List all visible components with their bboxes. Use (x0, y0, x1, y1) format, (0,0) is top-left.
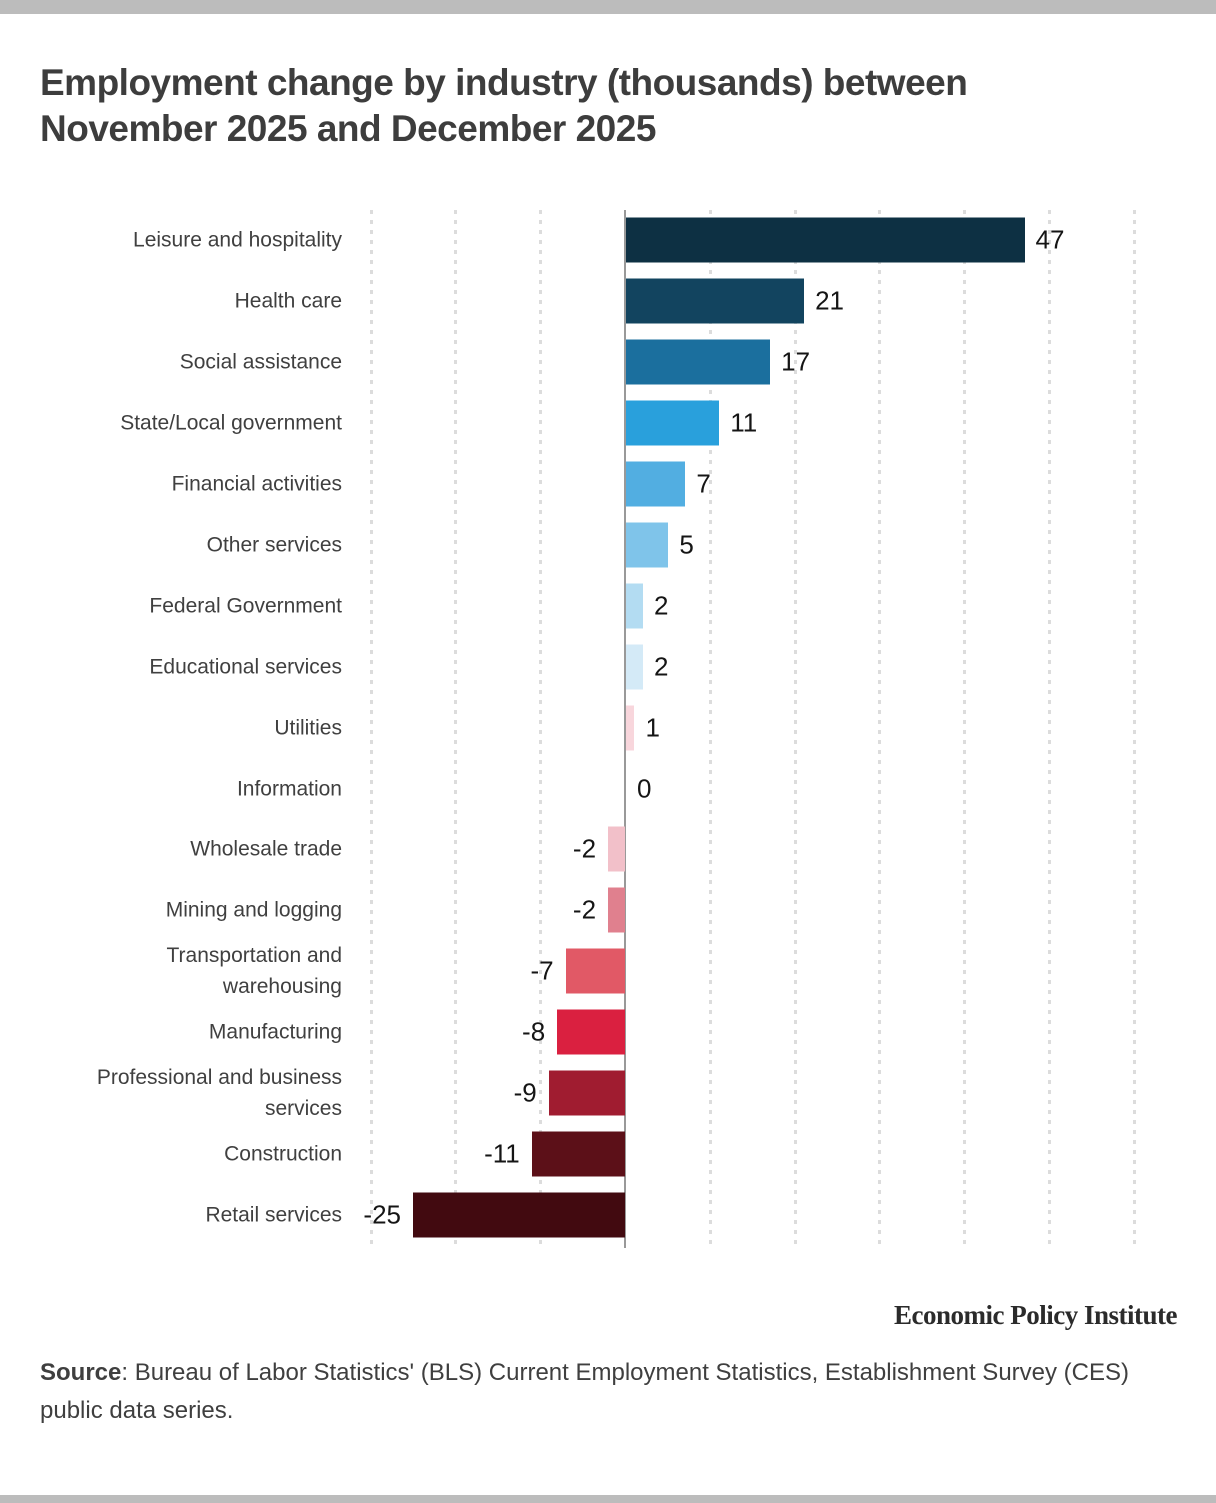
value-label: -2 (572, 894, 597, 925)
value-label: -8 (522, 1016, 546, 1047)
chart-row: Federal Government 2 (0, 575, 1216, 636)
category-label: Financial activities (171, 472, 342, 496)
category-label: Utilities (274, 716, 342, 740)
value-label: -25 (363, 1199, 401, 1230)
chart-area: Leisure and hospitality 47 Health care 21 So… (0, 210, 1216, 1250)
chart-row: State/Local government 11 (0, 393, 1216, 454)
chart-row: Financial activities 7 (0, 454, 1216, 515)
value-label: -7 (530, 955, 554, 986)
chart-row: Professional and business services -9 (0, 1063, 1216, 1124)
category-label: Manufacturing (208, 1020, 342, 1044)
value-label: 1 (645, 712, 660, 743)
gridline (454, 210, 458, 1248)
category-label: State/Local government (120, 411, 342, 435)
chart-title-line-2: November 2025 and December 2025 (40, 108, 656, 149)
category-label: Mining and logging (165, 898, 342, 922)
value-label: 11 (730, 407, 758, 438)
chart-title: Employment change by industry (thousands… (40, 60, 1160, 152)
category-label: Leisure and hospitality (133, 228, 342, 252)
bar (626, 339, 771, 385)
chart-row: Manufacturing -8 (0, 1002, 1216, 1063)
category-label: Educational services (149, 655, 342, 679)
chart-row: Utilities 1 (0, 697, 1216, 758)
gridline (369, 210, 373, 1248)
chart-row: Wholesale trade -2 (0, 819, 1216, 880)
gridline (793, 210, 797, 1248)
category-label: Retail services (205, 1203, 342, 1227)
category-label: Federal Government (149, 594, 342, 618)
value-label: -2 (572, 833, 597, 864)
category-label: Professional and business services (96, 1066, 342, 1121)
bar (548, 1070, 625, 1116)
chart-row: Information 0 (0, 758, 1216, 819)
source-text: : Bureau of Labor Statistics' (BLS) Curr… (40, 1359, 1129, 1424)
gridline (708, 210, 712, 1248)
bar (557, 1009, 625, 1055)
value-label: -9 (513, 1077, 537, 1108)
chart-row: Mining and logging -2 (0, 880, 1216, 941)
chart-row: Construction -11 (0, 1124, 1216, 1185)
value-label: 21 (815, 285, 844, 316)
category-label: Information (236, 777, 342, 801)
bar (626, 644, 643, 690)
gridline (878, 210, 882, 1248)
bar (531, 1131, 625, 1177)
value-label: 2 (653, 651, 669, 682)
bar (626, 217, 1025, 263)
chart-row: Health care 21 (0, 271, 1216, 332)
gridline (963, 210, 967, 1248)
source-label: Source (40, 1359, 122, 1386)
bar (626, 705, 635, 751)
bar (565, 948, 625, 994)
zero-axis-line (624, 210, 626, 1248)
gridline (1048, 210, 1051, 1248)
category-label: Wholesale trade (190, 837, 342, 861)
category-label: Construction (224, 1142, 342, 1166)
value-label: 7 (696, 468, 711, 499)
bar (626, 461, 686, 507)
value-label: 47 (1035, 224, 1065, 255)
chart-row: Educational services 2 (0, 636, 1216, 697)
top-gray-strip (0, 0, 1216, 14)
bar (413, 1192, 625, 1238)
chart-row: Transportation and warehousing -7 (0, 941, 1216, 1002)
bar (608, 826, 625, 872)
branding-wordmark: Economic Policy Institute (894, 1300, 1177, 1330)
chart-row: Retail services -25 (0, 1184, 1216, 1245)
bar (626, 400, 720, 446)
value-label: 17 (781, 346, 811, 377)
value-label: -11 (484, 1138, 520, 1169)
chart-row: Other services 5 (0, 515, 1216, 576)
gridline (539, 210, 543, 1248)
chart-row: Social assistance 17 (0, 332, 1216, 393)
category-label: Social assistance (179, 350, 342, 374)
bar (608, 887, 625, 933)
chart-row: Leisure and hospitality 47 (0, 210, 1216, 271)
value-label: 5 (679, 529, 694, 560)
value-label: 0 (637, 773, 652, 804)
bar (626, 522, 669, 568)
category-label: Other services (206, 533, 342, 557)
category-label: Health care (234, 289, 342, 313)
category-label: Transportation and warehousing (166, 944, 343, 999)
chart-title-line-1: Employment change by industry (thousands… (40, 62, 968, 103)
bottom-gray-strip (0, 1495, 1216, 1503)
bar (626, 278, 805, 324)
gridline (1132, 210, 1136, 1248)
source-note: Source: Bureau of Labor Statistics' (BLS… (40, 1354, 1190, 1430)
value-label: 2 (653, 590, 669, 621)
bar (626, 583, 643, 629)
